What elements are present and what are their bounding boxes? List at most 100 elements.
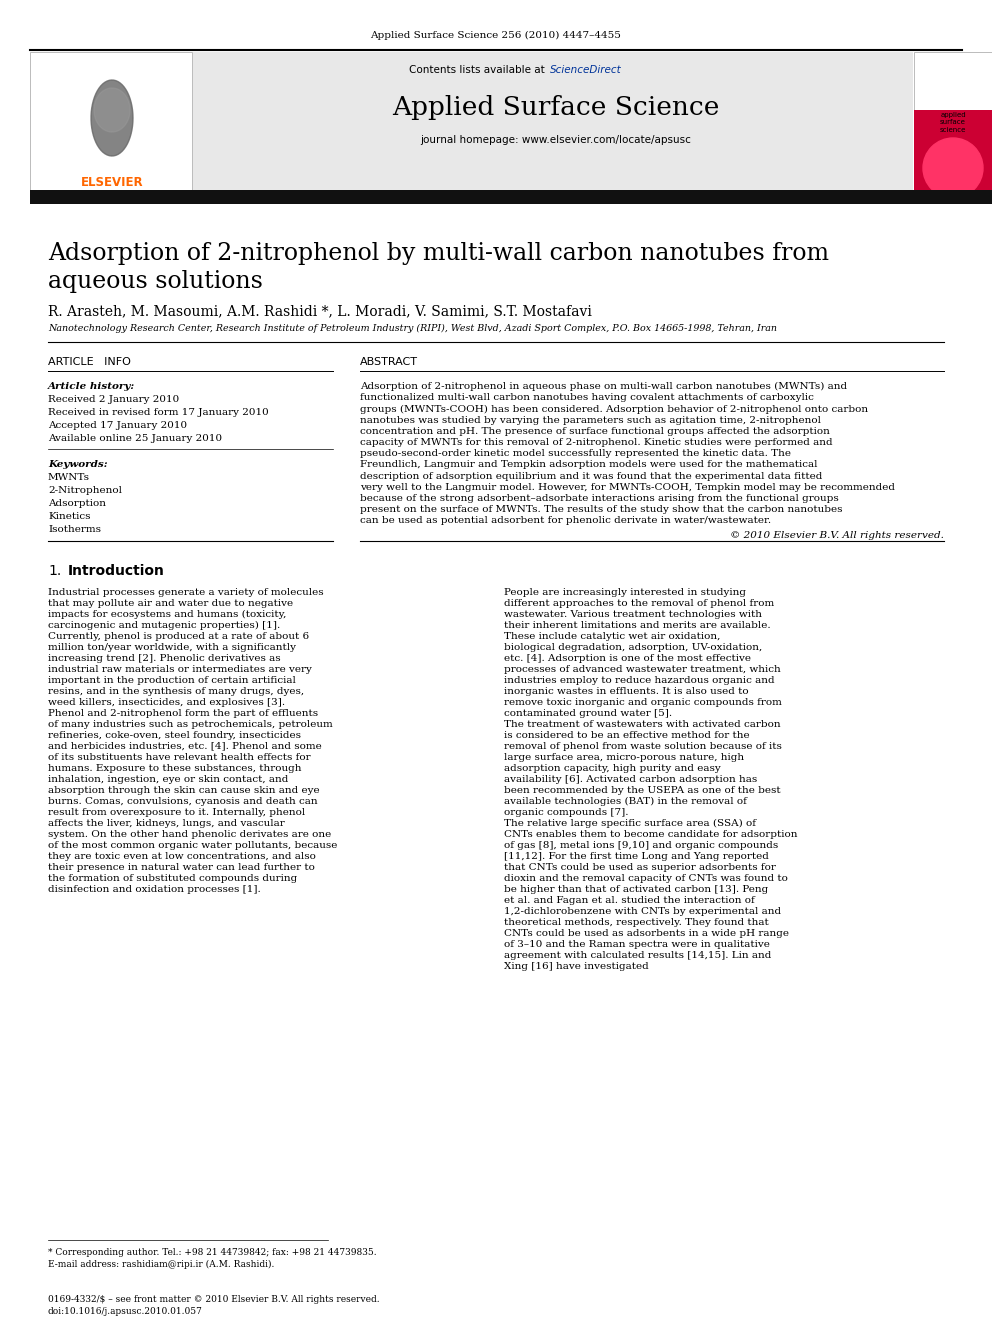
Text: important in the production of certain artificial: important in the production of certain a… <box>48 676 296 684</box>
Circle shape <box>923 138 983 198</box>
Text: refineries, coke-oven, steel foundry, insecticides: refineries, coke-oven, steel foundry, in… <box>48 730 301 740</box>
Text: applied
surface
science: applied surface science <box>939 111 966 132</box>
Text: different approaches to the removal of phenol from: different approaches to the removal of p… <box>504 598 774 607</box>
Text: Keywords:: Keywords: <box>48 460 107 468</box>
Text: Phenol and 2-nitrophenol form the part of effluents: Phenol and 2-nitrophenol form the part o… <box>48 709 318 717</box>
Text: Adsorption of 2-nitrophenol by multi-wall carbon nanotubes from: Adsorption of 2-nitrophenol by multi-wal… <box>48 242 829 265</box>
Text: that may pollute air and water due to negative: that may pollute air and water due to ne… <box>48 598 293 607</box>
Text: Industrial processes generate a variety of molecules: Industrial processes generate a variety … <box>48 587 323 597</box>
Text: their inherent limitations and merits are available.: their inherent limitations and merits ar… <box>504 620 771 630</box>
Text: CNTs enables them to become candidate for adsorption: CNTs enables them to become candidate fo… <box>504 830 798 839</box>
Text: Freundlich, Langmuir and Tempkin adsorption models were used for the mathematica: Freundlich, Langmuir and Tempkin adsorpt… <box>360 460 817 470</box>
Text: journal homepage: www.elsevier.com/locate/apsusc: journal homepage: www.elsevier.com/locat… <box>421 135 691 146</box>
Bar <box>193 52 913 194</box>
Text: 1,2-dichlorobenzene with CNTs by experimental and: 1,2-dichlorobenzene with CNTs by experim… <box>504 906 781 916</box>
Text: ABSTRACT: ABSTRACT <box>360 357 418 366</box>
Text: contaminated ground water [5].: contaminated ground water [5]. <box>504 709 673 717</box>
Text: theoretical methods, respectively. They found that: theoretical methods, respectively. They … <box>504 918 769 926</box>
Text: organic compounds [7].: organic compounds [7]. <box>504 807 629 816</box>
Text: aqueous solutions: aqueous solutions <box>48 270 263 292</box>
Text: © 2010 Elsevier B.V. All rights reserved.: © 2010 Elsevier B.V. All rights reserved… <box>730 531 944 540</box>
Text: Adsorption of 2-nitrophenol in aqueous phase on multi-wall carbon nanotubes (MWN: Adsorption of 2-nitrophenol in aqueous p… <box>360 382 847 392</box>
Text: Applied Surface Science 256 (2010) 4447–4455: Applied Surface Science 256 (2010) 4447–… <box>371 30 621 40</box>
Text: agreement with calculated results [14,15]. Lin and: agreement with calculated results [14,15… <box>504 951 772 959</box>
Text: been recommended by the USEPA as one of the best: been recommended by the USEPA as one of … <box>504 786 781 795</box>
Text: remove toxic inorganic and organic compounds from: remove toxic inorganic and organic compo… <box>504 697 782 706</box>
Text: Contents lists available at: Contents lists available at <box>409 65 548 75</box>
Text: very well to the Langmuir model. However, for MWNTs-COOH, Tempkin model may be r: very well to the Langmuir model. However… <box>360 483 895 492</box>
Text: Accepted 17 January 2010: Accepted 17 January 2010 <box>48 421 187 430</box>
Text: E-mail address: rashidiam@ripi.ir (A.M. Rashidi).: E-mail address: rashidiam@ripi.ir (A.M. … <box>48 1259 275 1269</box>
Text: industrial raw materials or intermediates are very: industrial raw materials or intermediate… <box>48 664 311 673</box>
Text: description of adsorption equilibrium and it was found that the experimental dat: description of adsorption equilibrium an… <box>360 471 822 480</box>
Text: MWNTs: MWNTs <box>48 474 90 482</box>
Text: affects the liver, kidneys, lungs, and vascular: affects the liver, kidneys, lungs, and v… <box>48 819 285 828</box>
Text: industries employ to reduce hazardous organic and: industries employ to reduce hazardous or… <box>504 676 775 684</box>
Text: adsorption capacity, high purity and easy: adsorption capacity, high purity and eas… <box>504 763 721 773</box>
Text: of 3–10 and the Raman spectra were in qualitative: of 3–10 and the Raman spectra were in qu… <box>504 939 770 949</box>
Text: functionalized multi-wall carbon nanotubes having covalent attachments of carbox: functionalized multi-wall carbon nanotub… <box>360 393 813 402</box>
Text: available technologies (BAT) in the removal of: available technologies (BAT) in the remo… <box>504 796 747 806</box>
Text: Available online 25 January 2010: Available online 25 January 2010 <box>48 434 222 443</box>
Text: Applied Surface Science: Applied Surface Science <box>392 94 719 119</box>
Text: inorganic wastes in effluents. It is also used to: inorganic wastes in effluents. It is als… <box>504 687 749 696</box>
Text: processes of advanced wastewater treatment, which: processes of advanced wastewater treatme… <box>504 664 781 673</box>
Text: Currently, phenol is produced at a rate of about 6: Currently, phenol is produced at a rate … <box>48 631 310 640</box>
Text: burns. Comas, convulsions, cyanosis and death can: burns. Comas, convulsions, cyanosis and … <box>48 796 317 806</box>
Text: Introduction: Introduction <box>68 564 165 578</box>
Text: etc. [4]. Adsorption is one of the most effective: etc. [4]. Adsorption is one of the most … <box>504 654 751 663</box>
Bar <box>30 191 992 204</box>
Text: People are increasingly interested in studying: People are increasingly interested in st… <box>504 587 746 597</box>
Text: groups (MWNTs-COOH) has been considered. Adsorption behavior of 2-nitrophenol on: groups (MWNTs-COOH) has been considered.… <box>360 405 868 414</box>
Text: can be used as potential adsorbent for phenolic derivate in water/wastewater.: can be used as potential adsorbent for p… <box>360 516 771 525</box>
Text: 2-Nitrophenol: 2-Nitrophenol <box>48 486 122 495</box>
Bar <box>914 110 992 194</box>
Text: 1.: 1. <box>48 564 62 578</box>
Text: large surface area, micro-porous nature, high: large surface area, micro-porous nature,… <box>504 753 744 762</box>
Text: pseudo-second-order kinetic model successfully represented the kinetic data. The: pseudo-second-order kinetic model succes… <box>360 450 791 458</box>
Text: biological degradation, adsorption, UV-oxidation,: biological degradation, adsorption, UV-o… <box>504 643 762 652</box>
Text: * Corresponding author. Tel.: +98 21 44739842; fax: +98 21 44739835.: * Corresponding author. Tel.: +98 21 447… <box>48 1248 377 1257</box>
Text: absorption through the skin can cause skin and eye: absorption through the skin can cause sk… <box>48 786 319 795</box>
Text: Received 2 January 2010: Received 2 January 2010 <box>48 396 180 404</box>
Text: present on the surface of MWNTs. The results of the study show that the carbon n: present on the surface of MWNTs. The res… <box>360 505 842 515</box>
Text: ScienceDirect: ScienceDirect <box>550 65 622 75</box>
Text: be higher than that of activated carbon [13]. Peng: be higher than that of activated carbon … <box>504 885 768 893</box>
Text: The treatment of wastewaters with activated carbon: The treatment of wastewaters with activa… <box>504 720 781 729</box>
Polygon shape <box>94 89 130 132</box>
Text: million ton/year worldwide, with a significantly: million ton/year worldwide, with a signi… <box>48 643 296 652</box>
Text: nanotubes was studied by varying the parameters such as agitation time, 2-nitrop: nanotubes was studied by varying the par… <box>360 415 821 425</box>
Text: Isotherms: Isotherms <box>48 525 101 534</box>
Text: of gas [8], metal ions [9,10] and organic compounds: of gas [8], metal ions [9,10] and organi… <box>504 840 779 849</box>
Text: availability [6]. Activated carbon adsorption has: availability [6]. Activated carbon adsor… <box>504 774 757 783</box>
Text: weed killers, insecticides, and explosives [3].: weed killers, insecticides, and explosiv… <box>48 697 285 706</box>
Text: Received in revised form 17 January 2010: Received in revised form 17 January 2010 <box>48 407 269 417</box>
Text: they are toxic even at low concentrations, and also: they are toxic even at low concentration… <box>48 852 315 860</box>
Text: result from overexposure to it. Internally, phenol: result from overexposure to it. Internal… <box>48 807 306 816</box>
Text: of its substituents have relevant health effects for: of its substituents have relevant health… <box>48 753 310 762</box>
Text: CNTs could be used as adsorbents in a wide pH range: CNTs could be used as adsorbents in a wi… <box>504 929 789 938</box>
Text: that CNTs could be used as superior adsorbents for: that CNTs could be used as superior adso… <box>504 863 776 872</box>
Text: their presence in natural water can lead further to: their presence in natural water can lead… <box>48 863 314 872</box>
Text: and herbicides industries, etc. [4]. Phenol and some: and herbicides industries, etc. [4]. Phe… <box>48 742 321 750</box>
Text: humans. Exposure to these substances, through: humans. Exposure to these substances, th… <box>48 763 302 773</box>
Text: of many industries such as petrochemicals, petroleum: of many industries such as petrochemical… <box>48 720 332 729</box>
Text: the formation of substituted compounds during: the formation of substituted compounds d… <box>48 873 298 882</box>
Text: These include catalytic wet air oxidation,: These include catalytic wet air oxidatio… <box>504 631 720 640</box>
Text: capacity of MWNTs for this removal of 2-nitrophenol. Kinetic studies were perfor: capacity of MWNTs for this removal of 2-… <box>360 438 832 447</box>
Text: 0169-4332/$ – see front matter © 2010 Elsevier B.V. All rights reserved.: 0169-4332/$ – see front matter © 2010 El… <box>48 1295 380 1304</box>
Text: removal of phenol from waste solution because of its: removal of phenol from waste solution be… <box>504 742 782 750</box>
Text: doi:10.1016/j.apsusc.2010.01.057: doi:10.1016/j.apsusc.2010.01.057 <box>48 1307 203 1316</box>
Text: carcinogenic and mutagenic properties) [1].: carcinogenic and mutagenic properties) [… <box>48 620 281 630</box>
Bar <box>30 52 192 194</box>
Text: Xing [16] have investigated: Xing [16] have investigated <box>504 962 649 971</box>
Text: increasing trend [2]. Phenolic derivatives as: increasing trend [2]. Phenolic derivativ… <box>48 654 281 663</box>
Text: ELSEVIER: ELSEVIER <box>80 176 143 188</box>
Text: of the most common organic water pollutants, because: of the most common organic water polluta… <box>48 840 337 849</box>
Text: system. On the other hand phenolic derivates are one: system. On the other hand phenolic deriv… <box>48 830 331 839</box>
Text: Article history:: Article history: <box>48 382 135 392</box>
Text: is considered to be an effective method for the: is considered to be an effective method … <box>504 730 750 740</box>
Polygon shape <box>91 79 133 156</box>
Text: because of the strong adsorbent–adsorbate interactions arising from the function: because of the strong adsorbent–adsorbat… <box>360 493 839 503</box>
Text: R. Arasteh, M. Masoumi, A.M. Rashidi *, L. Moradi, V. Samimi, S.T. Mostafavi: R. Arasteh, M. Masoumi, A.M. Rashidi *, … <box>48 304 592 318</box>
